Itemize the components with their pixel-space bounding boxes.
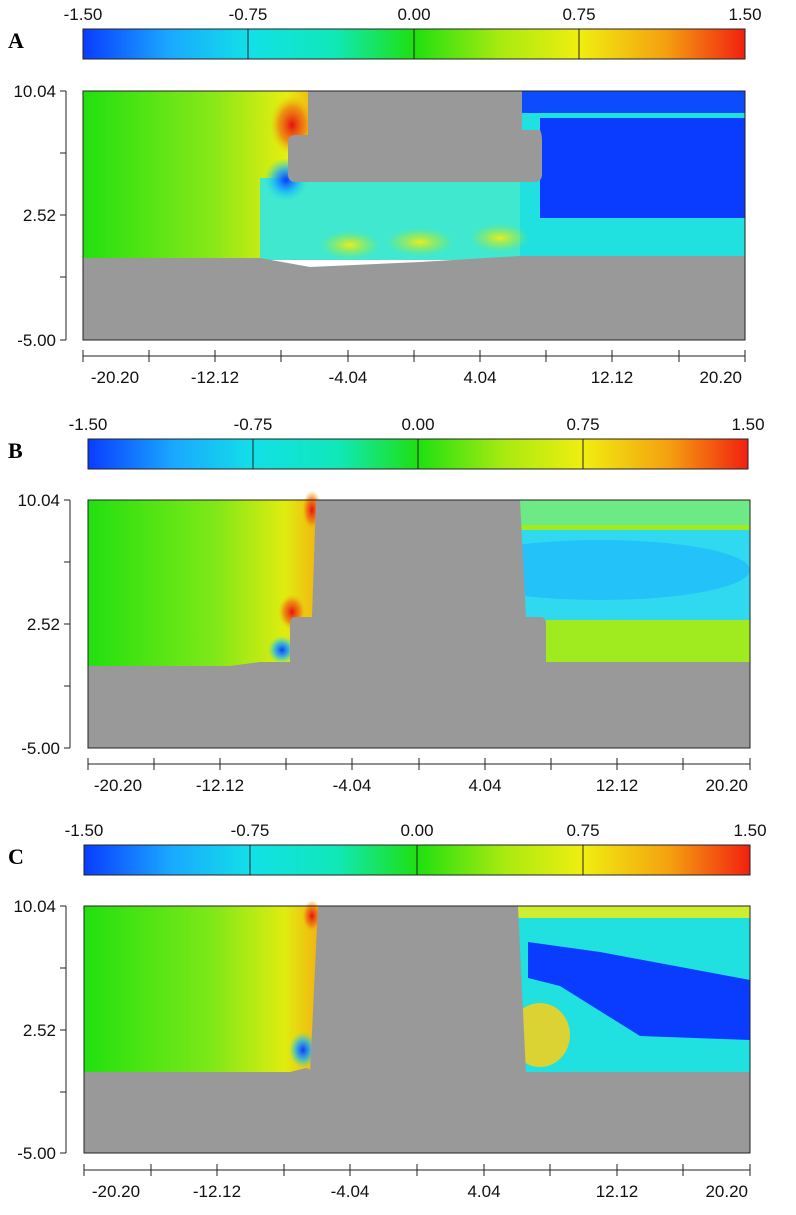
colorbar-tick-label: -0.75 <box>231 821 270 840</box>
x-tick-label: -20.20 <box>91 368 139 387</box>
domain-border <box>82 90 746 341</box>
channel-bed <box>84 1068 750 1153</box>
velocity-field <box>88 490 750 668</box>
panel-a: A -1.50 -0.75 0.00 0.75 1.50 <box>8 5 762 387</box>
x-tick-label: -20.20 <box>92 1182 140 1201</box>
x-tick-label: 12.12 <box>596 776 639 795</box>
y-tick-label: 2.52 <box>27 615 60 634</box>
colorbar-tick-label: -0.75 <box>234 415 273 434</box>
colorbar-tick-label: 1.50 <box>731 415 764 434</box>
x-tick-label: 20.20 <box>705 1182 748 1201</box>
colorbar-tick-label: 0.75 <box>562 5 595 24</box>
y-tick-label: 10.04 <box>17 491 60 510</box>
colorbar-tick-label: -1.50 <box>64 5 103 24</box>
colorbar-tick-label: 0.00 <box>400 821 433 840</box>
y-tick-label: 10.04 <box>13 82 56 101</box>
x-tick-label: 4.04 <box>467 1182 500 1201</box>
y-tick-label: 2.52 <box>23 206 56 225</box>
x-tick-label: -4.04 <box>333 776 372 795</box>
y-tick-label: -5.00 <box>17 331 56 350</box>
colorbar-tick-label: 1.50 <box>733 821 766 840</box>
x-tick-label: -4.04 <box>331 1182 370 1201</box>
x-tick-label: 20.20 <box>699 368 742 387</box>
colorbar-tick-label: -1.50 <box>65 821 104 840</box>
x-tick-label: -4.04 <box>329 368 368 387</box>
x-tick-label: -20.20 <box>94 776 142 795</box>
x-tick-label: -12.12 <box>196 776 244 795</box>
colorbar-tick-label: -1.50 <box>69 415 108 434</box>
colorbar-tick-label: 0.00 <box>397 5 430 24</box>
channel-bed <box>88 662 750 748</box>
channel-bed <box>83 256 745 340</box>
panel-letter-c: C <box>8 844 24 869</box>
panel-b: B -1.50 -0.75 0.00 0.75 1.50 10.04 2.5 <box>8 415 765 795</box>
x-tick-label: -12.12 <box>193 1182 241 1201</box>
x-tick-label: 4.04 <box>463 368 496 387</box>
x-tick-label: 4.04 <box>468 776 501 795</box>
domain-border <box>83 905 751 1154</box>
y-tick-label: 10.04 <box>13 897 56 916</box>
x-tick-label: 20.20 <box>705 776 748 795</box>
colorbar-tick-label: 0.75 <box>566 821 599 840</box>
panel-letter-a: A <box>8 28 24 53</box>
domain-border <box>87 499 751 749</box>
y-tick-label: -5.00 <box>21 739 60 758</box>
velocity-field <box>84 900 750 1074</box>
colorbar-tick-label: -0.75 <box>229 5 268 24</box>
panel-letter-b: B <box>8 438 23 463</box>
bridge-pier <box>290 500 546 668</box>
colorbar-tick-label: 0.00 <box>401 415 434 434</box>
bridge-pier <box>310 906 526 1074</box>
panel-c: C -1.50 -0.75 0.00 0.75 1.50 10.04 2.52 … <box>8 821 767 1201</box>
x-tick-label: 12.12 <box>591 368 634 387</box>
x-tick-label: 12.12 <box>596 1182 639 1201</box>
bridge-deck <box>288 91 542 182</box>
velocity-field <box>83 91 745 261</box>
y-tick-label: -5.00 <box>17 1144 56 1163</box>
colorbar-tick-label: 0.75 <box>566 415 599 434</box>
x-tick-label: -12.12 <box>191 368 239 387</box>
colorbar-tick-label: 1.50 <box>728 5 761 24</box>
y-tick-label: 2.52 <box>23 1021 56 1040</box>
